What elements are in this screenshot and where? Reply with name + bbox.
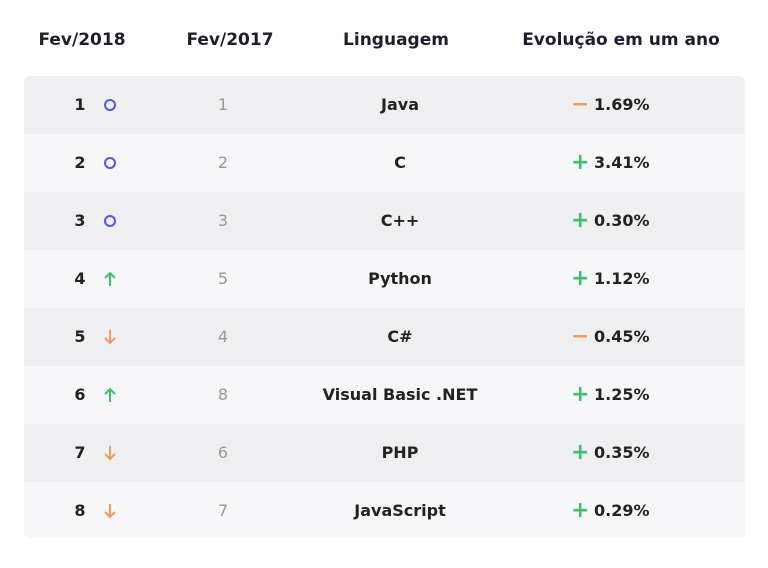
language: Java	[381, 95, 419, 114]
change-sign: +	[571, 150, 590, 175]
change: 1.25%	[594, 385, 650, 404]
movement-icon	[104, 330, 116, 345]
change: 0.29%	[594, 501, 650, 520]
column-header: Fev/2017	[186, 30, 274, 50]
table-body: 1 1 Java −1.69% 2 2 C +3.41% 3 3 C++ +0.30% 4 5 Python…	[24, 76, 745, 538]
table-row: 7 6 PHP +0.35%	[24, 424, 745, 482]
table-row: 1 1 Java −1.69%	[24, 76, 745, 134]
change: 0.35%	[594, 443, 650, 462]
movement-icon	[104, 271, 116, 286]
rank-2017: 5	[217, 269, 229, 288]
language: PHP	[381, 443, 419, 462]
column-header: Fev/2018	[38, 30, 126, 50]
rank-2018: 5	[74, 327, 86, 346]
movement-icon	[104, 387, 116, 402]
rank-2017: 8	[217, 385, 229, 404]
change-sign: +	[571, 382, 590, 407]
table-row: 3 3 C++ +0.30%	[24, 192, 745, 250]
movement-icon	[104, 446, 116, 461]
language: C	[394, 153, 406, 172]
language: Visual Basic .NET	[322, 385, 478, 404]
rank-2017: 3	[217, 211, 229, 230]
table-row: 8 7 JavaScript +0.29%	[24, 482, 745, 538]
rank-2018: 8	[74, 501, 86, 520]
movement-icon	[104, 504, 116, 519]
table-row: 4 5 Python +1.12%	[24, 250, 745, 308]
rank-2018: 4	[74, 269, 86, 288]
rank-2018: 2	[74, 153, 86, 172]
movement-icon	[104, 215, 116, 227]
language: C++	[380, 211, 420, 230]
movement-icon	[104, 157, 116, 169]
rank-2017: 7	[217, 501, 229, 520]
rank-2017: 6	[217, 443, 229, 462]
movement-icon	[104, 99, 116, 111]
rank-2017: 4	[217, 327, 229, 346]
change: 3.41%	[594, 153, 650, 172]
language: Python	[368, 269, 432, 288]
rank-2018: 1	[74, 95, 86, 114]
column-header: Linguagem	[343, 30, 449, 50]
change: 1.69%	[594, 95, 650, 114]
change: 0.45%	[594, 327, 650, 346]
table-row: 5 4 C# −0.45%	[24, 308, 745, 366]
change: 1.12%	[594, 269, 650, 288]
table-row: 6 8 Visual Basic .NET +1.25%	[24, 366, 745, 424]
column-header: Evolução em um ano	[522, 30, 720, 50]
language: JavaScript	[354, 501, 446, 520]
rank-2017: 2	[217, 153, 229, 172]
rank-2018: 7	[74, 443, 86, 462]
language: C#	[387, 327, 413, 346]
rank-2018: 3	[74, 211, 86, 230]
change-sign: −	[571, 92, 590, 117]
change: 0.30%	[594, 211, 650, 230]
table-row: 2 2 C +3.41%	[24, 134, 745, 192]
change-sign: −	[571, 324, 590, 349]
change-sign: +	[571, 498, 590, 523]
change-sign: +	[571, 440, 590, 465]
rank-2018: 6	[74, 385, 86, 404]
change-sign: +	[571, 208, 590, 233]
change-sign: +	[571, 266, 590, 291]
rank-2017: 1	[217, 95, 229, 114]
